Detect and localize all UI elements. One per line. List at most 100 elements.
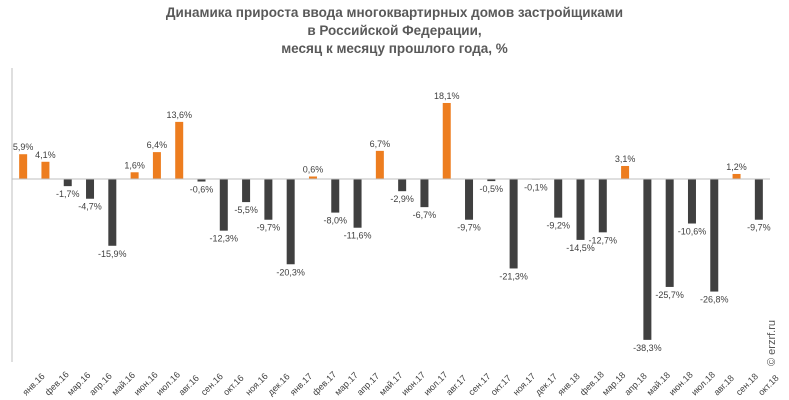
x-tick-label: июл.16	[154, 370, 182, 398]
x-tick-label: окт.17	[489, 373, 514, 398]
data-label: 6,7%	[370, 139, 391, 149]
x-tick-label: июл.18	[689, 370, 717, 398]
x-tick-label: апр.18	[622, 371, 648, 397]
data-label: -25,7%	[655, 290, 684, 300]
bar	[487, 179, 496, 182]
x-tick-label: мар.18	[600, 370, 627, 397]
data-label: -6,7%	[413, 210, 437, 220]
data-label: 3,1%	[615, 154, 636, 164]
x-tick-label: май.18	[645, 370, 672, 397]
data-label: -9,2%	[546, 221, 570, 231]
data-label: -2,9%	[390, 194, 414, 204]
x-tick-label: июн.16	[132, 370, 160, 398]
bar	[197, 179, 206, 182]
data-label: -9,7%	[257, 223, 281, 233]
data-label: -12,3%	[210, 234, 239, 244]
data-label: -38,3%	[633, 343, 662, 353]
data-label: 13,6%	[166, 110, 192, 120]
x-tick-label: апр.17	[355, 371, 381, 397]
chart-title: Динамика прироста ввода многоквартирных …	[0, 4, 789, 58]
bar	[152, 152, 161, 179]
data-label: -12,7%	[589, 235, 618, 245]
bar	[264, 179, 273, 220]
data-label: 18,1%	[434, 91, 460, 101]
x-tick-label: май.16	[110, 370, 137, 397]
x-tick-label: янв.17	[288, 371, 314, 397]
bar	[643, 179, 652, 340]
data-label: 1,2%	[726, 162, 747, 172]
data-label: 6,4%	[147, 140, 168, 150]
data-label: -14,5%	[566, 243, 595, 253]
x-tick-label: июн.17	[399, 370, 427, 398]
bar	[286, 179, 295, 265]
data-label: -9,7%	[457, 223, 481, 233]
x-tick-label: сен.18	[734, 371, 760, 397]
bar	[130, 172, 139, 179]
x-tick-label: ноя.17	[511, 371, 537, 397]
x-tick-label: янв.16	[20, 371, 46, 397]
data-label: -20,3%	[276, 267, 305, 277]
bar	[509, 179, 518, 269]
data-label: 4,1%	[35, 150, 56, 160]
x-tick-label: дек.17	[533, 371, 559, 397]
bar	[219, 179, 228, 231]
data-label: -0,1%	[524, 182, 548, 192]
x-tick-label: мар.17	[333, 370, 360, 397]
bar	[442, 102, 451, 179]
data-label: -5,5%	[234, 205, 258, 215]
bar	[353, 179, 362, 228]
data-label: 5,9%	[13, 142, 34, 152]
x-tick-label: окт.18	[756, 373, 781, 398]
x-tick-label: сен.16	[199, 371, 225, 397]
bar	[175, 121, 184, 179]
x-tick-label: ноя.16	[243, 371, 269, 397]
data-label: -1,7%	[56, 189, 80, 199]
bar	[86, 179, 95, 199]
chart-title-line: в Российской Федерации,	[307, 23, 482, 38]
bar	[598, 179, 607, 233]
chart-title-line: месяц к месяцу прошлого года, %	[281, 41, 508, 56]
bar	[687, 179, 696, 224]
bar	[754, 179, 763, 220]
bar	[308, 176, 317, 179]
chart-title-line: Динамика прироста ввода многоквартирных …	[165, 5, 624, 20]
data-label: -10,6%	[678, 227, 707, 237]
bar	[398, 179, 407, 192]
x-tick-label: мар.16	[65, 370, 92, 397]
data-label: 0,6%	[303, 164, 324, 174]
x-tick-label: июл.17	[422, 370, 450, 398]
data-label: -0,6%	[190, 185, 214, 195]
data-label: -8,0%	[324, 216, 348, 226]
x-tick-label: янв.18	[556, 371, 582, 397]
x-tick-label: июн.18	[667, 370, 695, 398]
x-tick-label: май.17	[377, 370, 404, 397]
x-tick-label: апр.16	[87, 371, 113, 397]
x-tick-label: дек.16	[266, 371, 292, 397]
x-tick-label: сен.17	[466, 371, 492, 397]
bar	[331, 179, 340, 213]
data-label: -4,7%	[78, 202, 102, 212]
data-label: -11,6%	[344, 231, 372, 241]
bar	[465, 179, 474, 220]
bar	[41, 161, 50, 179]
bar	[108, 179, 117, 246]
x-tick-label: окт.16	[221, 373, 246, 398]
data-label: 1,6%	[124, 160, 145, 170]
bar	[420, 179, 429, 208]
bar	[710, 179, 719, 292]
bar	[621, 165, 630, 179]
bar	[554, 179, 563, 218]
bar	[732, 173, 741, 179]
bar	[19, 154, 28, 179]
data-label: -26,8%	[700, 295, 729, 305]
data-label: -0,5%	[480, 184, 504, 194]
bar	[665, 179, 674, 287]
bar	[375, 150, 384, 179]
data-label: -9,7%	[747, 223, 771, 233]
bar	[242, 179, 251, 203]
data-label: -15,9%	[98, 249, 127, 259]
bar	[63, 179, 72, 187]
data-label: -21,3%	[499, 271, 528, 281]
bar	[576, 179, 585, 240]
